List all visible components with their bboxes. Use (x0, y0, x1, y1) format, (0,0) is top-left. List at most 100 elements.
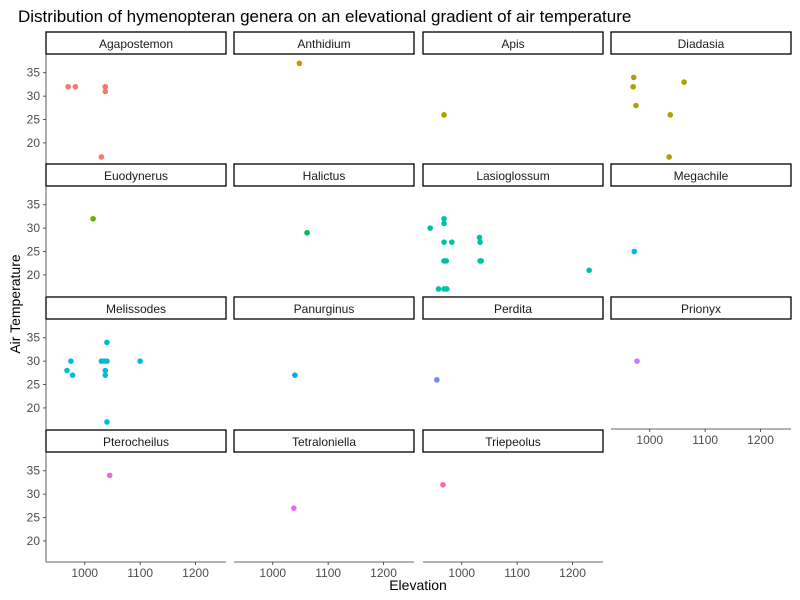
strip-label: Agapostemon (99, 37, 173, 51)
strip-box (610, 163, 792, 187)
x-tick-label: 1000 (71, 566, 98, 580)
data-point (90, 215, 96, 222)
strip-box (610, 31, 792, 55)
x-tick-label: 1100 (692, 433, 718, 447)
strip-label: Anthidium (297, 37, 350, 51)
data-point (478, 258, 484, 264)
facet-panel: Lasioglossum (422, 163, 604, 292)
chart-title: Distribution of hymenopteran genera on a… (18, 7, 631, 26)
strip-label: Diadasia (678, 37, 725, 51)
data-point (444, 286, 450, 292)
facet-panel: Euodynerus 20 25 30 35 (27, 163, 227, 296)
strip-label: Prionyx (681, 302, 721, 316)
data-point (681, 79, 687, 85)
facet-panel: Halictus (233, 163, 415, 236)
x-tick-label: 1100 (315, 566, 341, 580)
data-point (441, 112, 447, 118)
data-point (291, 505, 297, 511)
y-tick-label: 25 (27, 245, 41, 259)
y-tick-label: 30 (27, 487, 41, 501)
facet-panel: Megachile (610, 163, 792, 255)
y-tick-label: 35 (27, 66, 41, 80)
strip-box (233, 163, 415, 187)
facet-panel: Anthidium (233, 31, 415, 67)
data-point (443, 258, 450, 264)
data-point (633, 102, 639, 109)
data-point (102, 367, 109, 374)
data-point (449, 239, 455, 245)
y-tick-label: 30 (27, 221, 41, 235)
x-tick-label: 1000 (448, 566, 475, 580)
data-point (440, 481, 446, 488)
y-tick-label: 30 (27, 89, 41, 103)
data-point (104, 419, 110, 425)
facet-panel: Panurginus (233, 296, 415, 378)
data-point (102, 83, 109, 90)
strip-box (610, 296, 792, 320)
y-tick-label: 20 (27, 534, 41, 548)
data-point (634, 358, 640, 364)
data-point (104, 339, 110, 346)
data-point (104, 358, 110, 364)
data-point (69, 372, 76, 378)
x-tick-label: 1100 (127, 566, 153, 580)
strip-label: Triepeolus (485, 435, 541, 449)
data-point (102, 372, 109, 378)
strip-label: Melissodes (106, 302, 166, 316)
strip-box (45, 296, 227, 320)
facet-panel: Pterocheilus 20 25 30 35 1000 1100 1200 (27, 429, 227, 580)
strip-label: Euodynerus (104, 169, 168, 183)
data-point (434, 377, 440, 383)
strip-box (45, 429, 227, 453)
data-point (477, 239, 483, 245)
strip-box (422, 296, 604, 320)
data-point (68, 358, 74, 364)
data-point (667, 112, 674, 118)
y-tick-label: 20 (27, 401, 41, 415)
facet-panel: Perdita (422, 296, 604, 383)
data-point (102, 88, 109, 95)
strip-label: Megachile (674, 169, 729, 183)
data-point (137, 358, 143, 364)
data-point (586, 267, 592, 274)
strip-box (422, 429, 604, 453)
x-tick-label: 1000 (636, 433, 663, 447)
facet-panel: Prionyx 1000 1100 1200 (610, 296, 792, 447)
y-tick-label: 25 (27, 113, 41, 127)
data-point (98, 154, 105, 160)
data-point (427, 225, 434, 231)
strip-label: Tetraloniella (292, 435, 356, 449)
data-point (630, 74, 637, 81)
strip-box (233, 429, 415, 453)
strip-box (422, 163, 604, 187)
facet-panel: Agapostemon 20 25 30 35 (27, 31, 227, 164)
data-point (630, 83, 636, 90)
facet-panel: Apis (422, 31, 604, 118)
strip-box (422, 31, 604, 55)
data-point (65, 83, 71, 90)
y-tick-label: 30 (27, 354, 41, 368)
x-tick-label: 1200 (370, 566, 397, 580)
data-point (64, 367, 70, 374)
data-point (631, 248, 638, 255)
x-tick-label: 1200 (747, 433, 774, 447)
data-point (441, 215, 447, 222)
strip-box (233, 31, 415, 55)
x-tick-label: 1200 (559, 566, 586, 580)
facet-panel: Tetraloniella 1000 1100 1200 (233, 429, 415, 580)
strip-label: Lasioglossum (476, 169, 549, 183)
facet-panels: Agapostemon 20 25 30 35 Anthidium Apis Diadasia… (27, 31, 792, 580)
data-point (476, 234, 483, 241)
x-tick-label: 1100 (504, 566, 530, 580)
y-tick-label: 35 (27, 198, 41, 212)
strip-label: Perdita (494, 302, 532, 316)
data-point (441, 220, 447, 227)
y-tick-label: 35 (27, 331, 41, 345)
x-tick-label: 1200 (182, 566, 209, 580)
strip-label: Apis (501, 37, 524, 51)
data-point (72, 83, 79, 90)
data-point (441, 239, 447, 245)
strip-label: Halictus (303, 169, 346, 183)
data-point (296, 60, 303, 67)
